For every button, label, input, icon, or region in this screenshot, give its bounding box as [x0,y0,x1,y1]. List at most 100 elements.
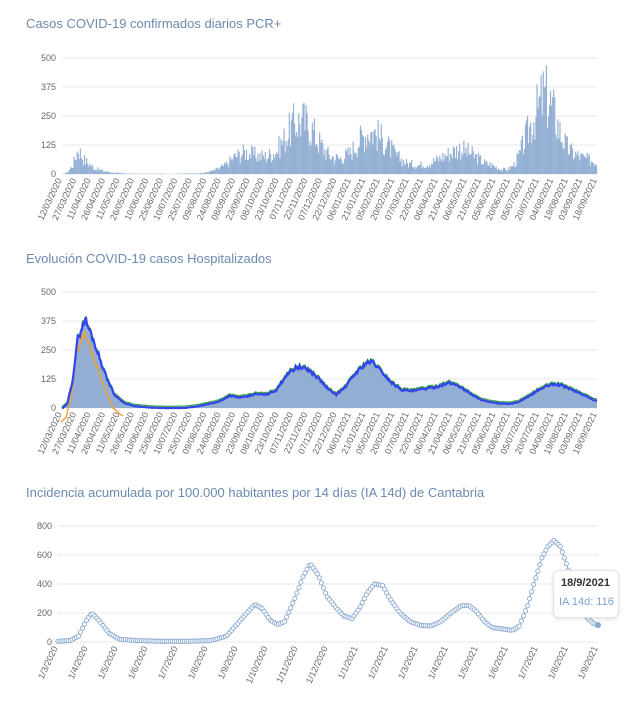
chart1-bar [405,158,407,174]
chart1-bar [360,129,363,174]
chart1-ytick: 0 [51,169,56,179]
chart1-bar [90,166,92,174]
chart1-bar [575,151,577,174]
chart1-bar [432,158,435,174]
chart3-point [77,629,84,635]
chart1-bar [99,169,101,174]
chart3-point [300,574,306,580]
chart1-bar [427,167,429,174]
chart1-bar [552,97,554,174]
chart3-point [288,605,294,611]
chart1-bar [207,172,209,174]
chart1-bar [522,154,524,174]
chart1-bar [465,147,467,174]
chart1-bar [413,168,415,174]
chart3-point [316,575,322,581]
chart1-bar [308,145,310,174]
chart1-bar [330,159,332,174]
chart1-bar [474,154,476,174]
chart1-bar [396,156,398,174]
chart1-bar [98,170,100,174]
chart1-bar [208,172,210,174]
chart1-bar [103,171,105,174]
chart1-bar [306,112,308,174]
chart1-bar [351,160,353,174]
chart1-bar [229,156,231,174]
chart1-bar [470,153,472,174]
chart3-xtick: 1/3/2020 [36,645,60,681]
chart1-bar [584,157,586,174]
chart3-ytick: 0 [47,637,52,647]
chart1-bar [557,119,559,174]
chart1-bar [521,135,523,174]
chart1-bar [192,173,194,174]
chart1-ytick: 125 [41,140,56,150]
chart1-bar [331,156,333,174]
chart1-bar [290,120,293,174]
chart3-point [318,580,324,586]
chart1-bar [403,163,405,174]
chart1-bar [560,141,562,174]
chart1-bar [197,173,200,174]
chart1-bar [528,143,530,174]
chart3-point [357,604,363,610]
chart1-bar [274,157,276,174]
chart3-point [359,600,365,606]
chart1-bar [340,160,343,174]
chart1-bar [530,122,532,174]
chart1-bar [287,138,289,174]
chart1-bar [238,151,240,174]
chart1-bar [394,148,396,174]
chart1-bar [517,154,519,174]
chart2-ytick: 375 [41,316,56,326]
chart1-bar [291,113,294,174]
chart1-bar [323,154,325,174]
chart1-bar [118,172,120,174]
chart1-bar [342,164,344,174]
chart3-point [522,608,529,614]
chart1-bar [119,172,121,174]
chart1-bar [412,167,414,174]
chart3-xtick: 1/1/2021 [336,645,360,681]
chart1-bar [539,95,541,174]
chart1-bar [579,160,581,174]
chart1-bar [266,159,268,174]
chart1-bar [508,166,510,174]
chart3-point [380,582,386,589]
chart1-bar [352,141,354,174]
chart1-bar [498,169,500,174]
chart1-bar [494,167,496,174]
chart1-bar [501,170,504,174]
chart1-bar [275,154,277,174]
chart1-bar [305,105,307,174]
chart1-bar [376,150,378,174]
chart1-bar [239,163,241,174]
chart1-bar [459,143,461,174]
chart1-bar [87,163,89,174]
chart1-bar [279,158,281,174]
chart1-bar [73,156,75,174]
chart1-bar [483,163,485,174]
chart1-bar [589,165,591,174]
chart3-point [561,555,567,561]
chart1-bar [186,173,188,174]
chart3-point-highlight[interactable] [595,622,601,629]
chart1-bar [123,173,125,174]
chart1-bar [281,145,283,174]
chart1-bar [260,159,262,174]
chart1-bar [63,173,65,174]
chart1-bar [190,173,192,174]
chart1-bar [320,142,322,174]
chart1-bars [63,65,598,174]
chart1-bar [81,159,84,174]
chart1-bar [468,153,470,174]
chart1-bar [423,168,425,174]
tooltip-date: 18/9/2021 [561,577,610,589]
chart1-bar [496,170,498,174]
chart1-bar [384,149,387,174]
chart1-bar [453,147,456,174]
chart1-bar [333,163,335,174]
chart1-bar [520,139,522,174]
chart1-bar [350,153,352,174]
chart1-bar [547,115,550,174]
